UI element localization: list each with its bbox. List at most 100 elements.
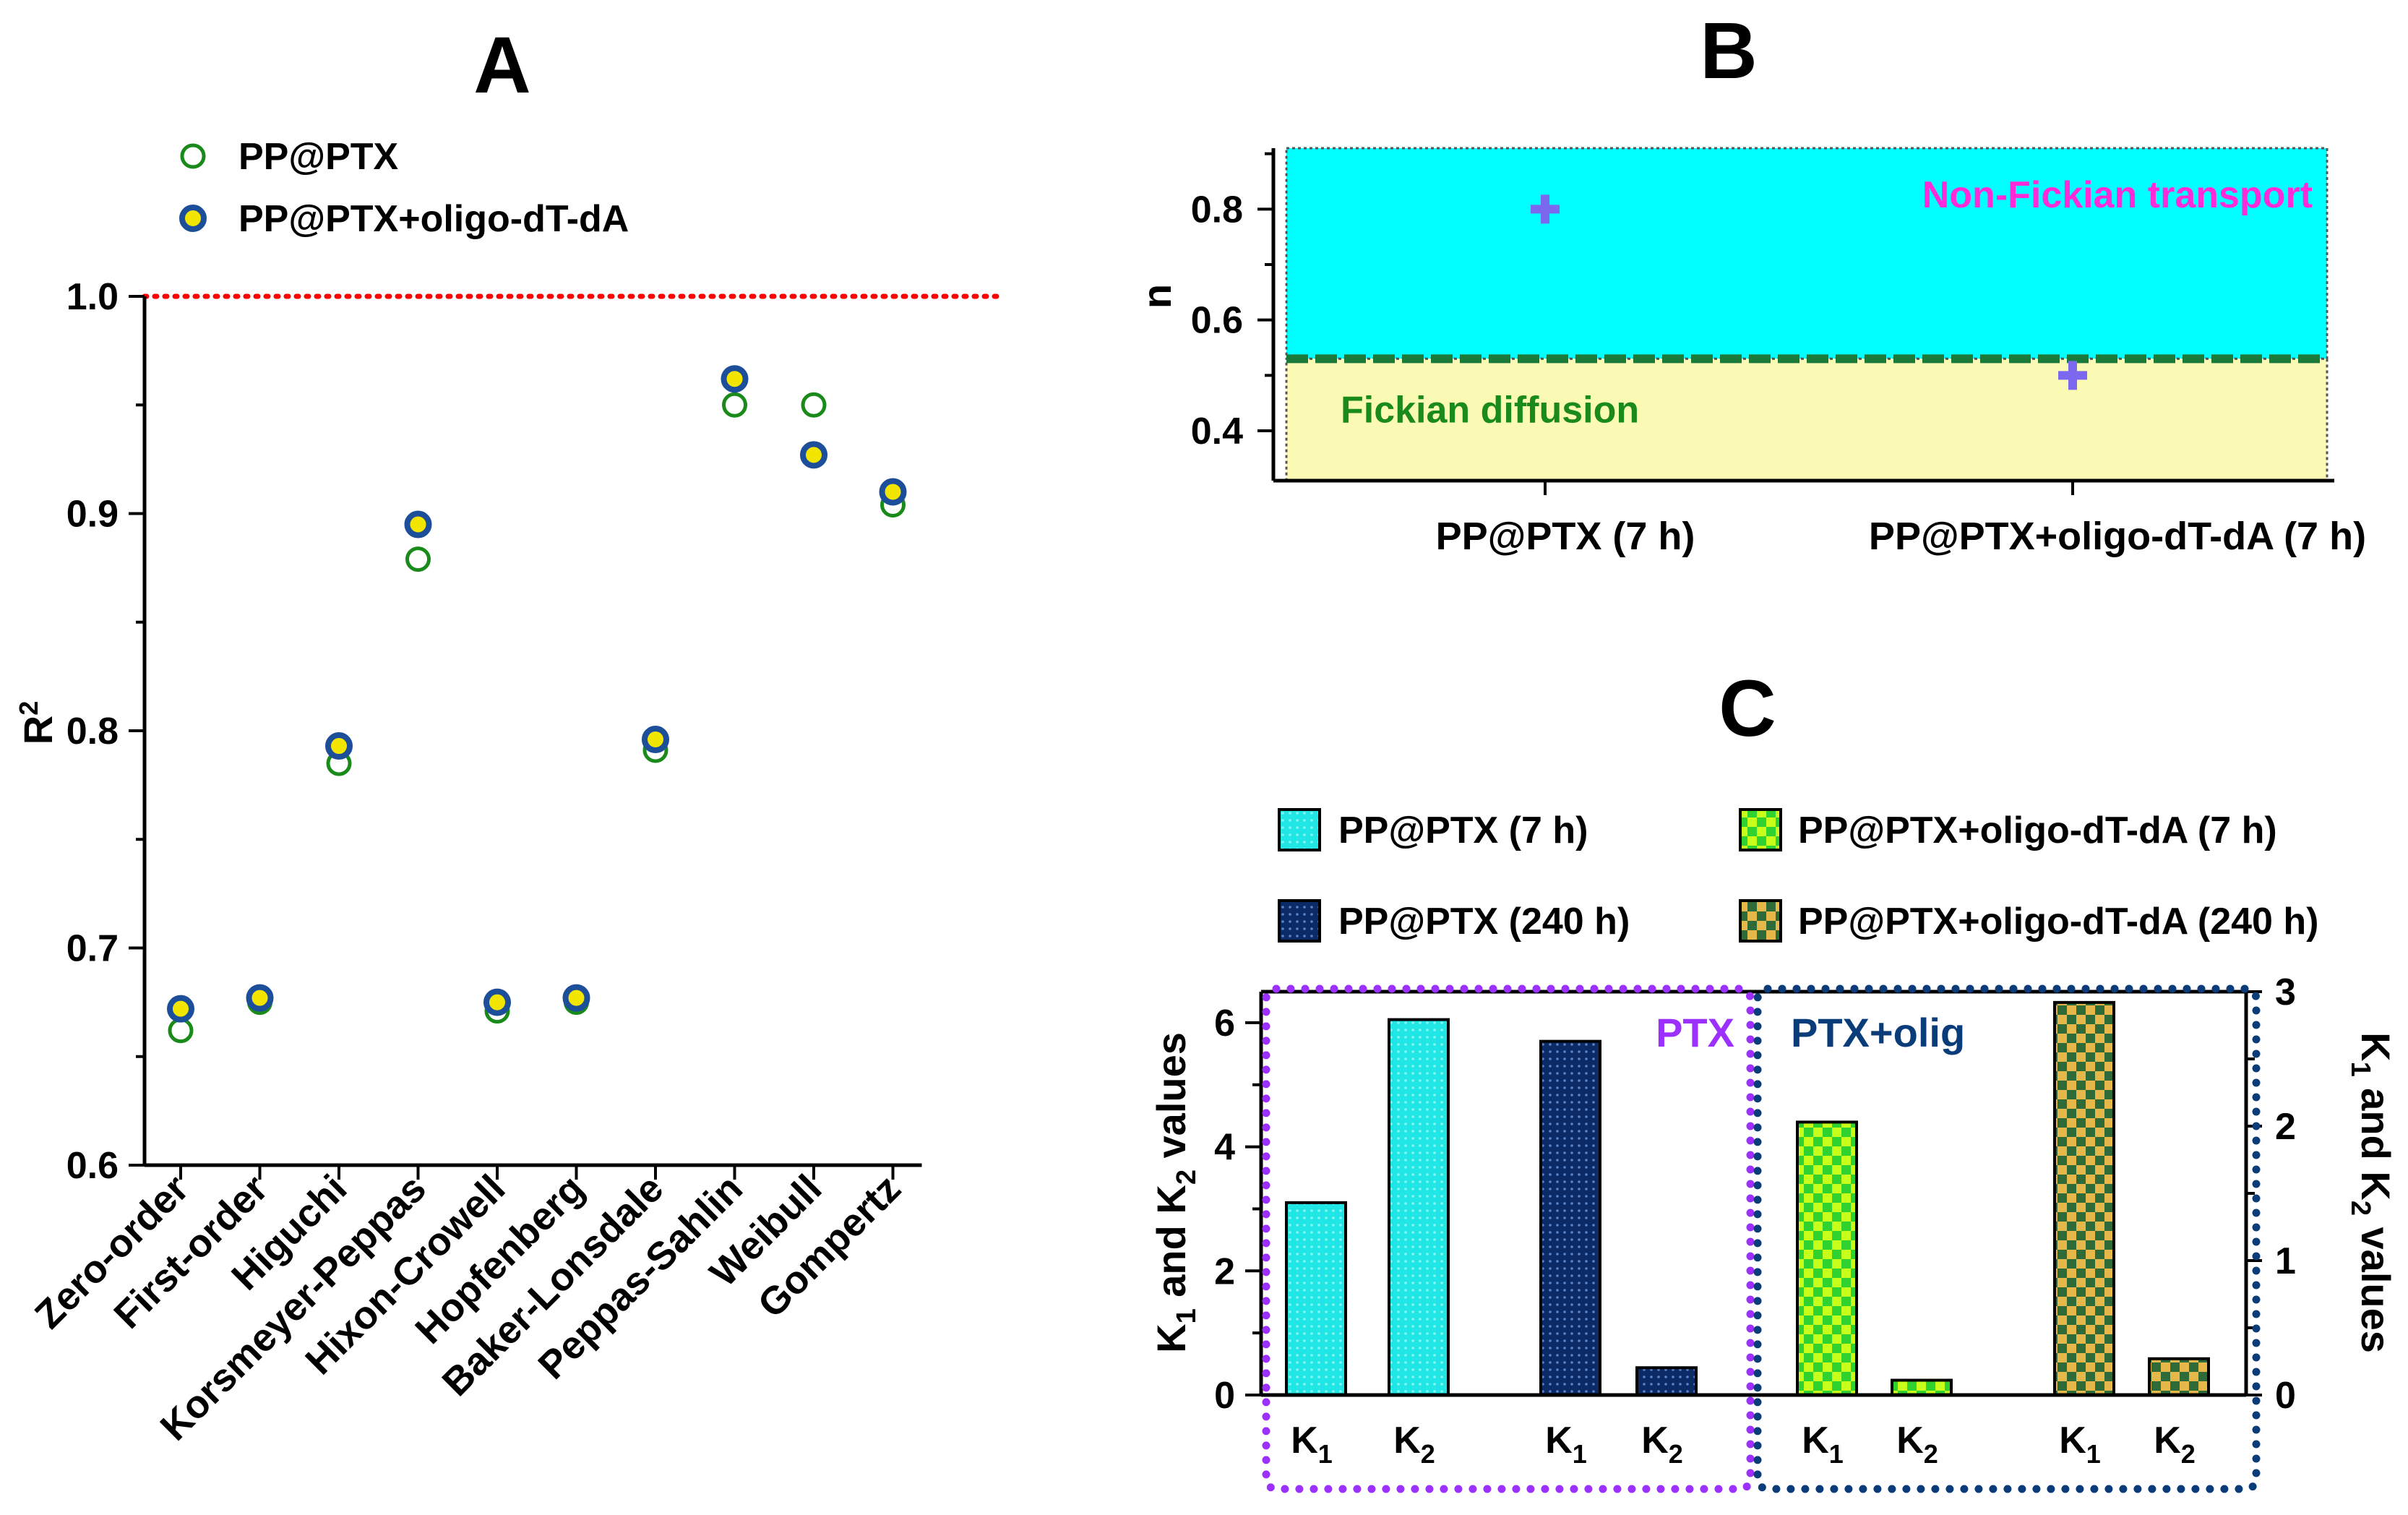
ptx-group-label: PTX (1656, 1010, 1734, 1055)
ptx-olig-group-label: PTX+olig (1791, 1010, 1965, 1055)
bar-label-letter: K (2154, 1420, 2181, 1462)
point-pp-ptx-oligo-higuchi (325, 732, 353, 760)
panel-c-right-tick-label: 0 (2275, 1375, 2296, 1417)
bar-label-k1: K1 (1802, 1420, 1844, 1469)
panel-a-y-axis-title-sup: 2 (14, 701, 43, 716)
bar-label-letter: K (1393, 1420, 1421, 1462)
panel-b-y-axis-title: n (1134, 284, 1179, 309)
axis-title-subscript: 1 (1171, 1308, 1202, 1323)
bar-label-k2: K2 (2154, 1420, 2196, 1469)
panel-b-title: B (1700, 7, 1757, 95)
bar-label-letter: K (1641, 1420, 1669, 1462)
x-label-pp-ptx-oligo-dt-da-7-h: PP@PTX+oligo-dT-dA (7 h) (1869, 515, 2366, 558)
legend-swatch-oligo-7h (1739, 808, 1782, 851)
panel-a-legend: PP@PTX PP@PTX+oligo-dT-dA (179, 136, 629, 240)
bar-label-subscript: 2 (2181, 1439, 2196, 1469)
axis-title-subscript: 2 (1171, 1169, 1202, 1185)
axis-title-subscript: 2 (2345, 1201, 2375, 1216)
panel-a-y-tick-label: 1.0 (66, 276, 119, 318)
panel-c-right-axis-title: K1 and K2 values (2345, 1032, 2399, 1353)
bar-label-k2: K2 (1896, 1420, 1938, 1469)
point-pp-ptx-oligo-gompertz (879, 478, 907, 506)
n-marker-pp-ptx-oligo-dt-da-7-h (2058, 361, 2087, 390)
bar-label-k1: K1 (2059, 1420, 2101, 1469)
point-pp-ptx-oligo-weibull (800, 441, 827, 469)
panel-b: B Non-Fickian transport Fickian diffusio… (1134, 7, 2366, 558)
legend-open-circle-marker (180, 143, 206, 169)
point-pp-ptx-oligo-peppas-sahlin (721, 365, 749, 393)
panel-a-y-tick-label: 0.6 (66, 1145, 119, 1187)
point-pp-ptx-oligo-baker-lonsdale (642, 726, 669, 754)
panel-a-y-tick-label: 0.9 (66, 494, 119, 536)
legend-label-pp-ptx-240h: PP@PTX (240 h) (1338, 901, 1630, 943)
bar-pp-ptx-oligo-dt-da-7-h-k1 (1796, 1120, 1858, 1397)
fickian-label: Fickian diffusion (1341, 389, 1639, 431)
bar-label-k2: K2 (1641, 1420, 1683, 1469)
bar-pp-ptx-oligo-dt-da-240-h-k2 (2148, 1357, 2210, 1397)
fickian-region (1285, 357, 2329, 482)
bar-label-subscript: 2 (1924, 1439, 1938, 1469)
legend-filled-circle-marker (179, 205, 207, 232)
axis-title-part: K (2353, 1032, 2399, 1061)
non-fickian-label: Non-Fickian transport (1922, 174, 2313, 216)
axis-title-part: values (2353, 1216, 2399, 1353)
point-pp-ptx-oligo-zero-order (167, 995, 194, 1023)
bar-pp-ptx-7-h-k2 (1388, 1018, 1450, 1396)
bar-label-letter: K (1291, 1420, 1318, 1462)
bar-label-subscript: 2 (1669, 1439, 1683, 1469)
bar-label-k2: K2 (1393, 1420, 1435, 1469)
point-pp-ptx-korsmeyer-peppas (405, 546, 431, 572)
panel-c-legend: PP@PTX (7 h) PP@PTX (240 h) PP@PTX+oligo… (1278, 808, 2318, 943)
axis-title-part: and K (1148, 1185, 1194, 1308)
legend-label-pp-ptx-7h: PP@PTX (7 h) (1338, 810, 1588, 851)
legend-swatch-oligo-240h (1739, 899, 1782, 943)
panel-a-y-tick-label: 0.7 (66, 928, 119, 970)
panel-a-y-axis-title-base: R (15, 716, 61, 744)
x-label-pp-ptx-7-h: PP@PTX (7 h) (1436, 515, 1695, 558)
point-pp-ptx-zero-order (168, 1018, 194, 1044)
bar-label-letter: K (1802, 1420, 1829, 1462)
panel-a-y-tick-label: 0.8 (66, 711, 119, 752)
point-pp-ptx-oligo-hixon-crowell (483, 988, 511, 1016)
axis-title-part: K (1148, 1323, 1194, 1352)
bar-label-letter: K (1545, 1420, 1573, 1462)
panel-b-y-tick-label: 0.6 (1191, 300, 1243, 342)
bar-pp-ptx-oligo-dt-da-240-h-k1 (2053, 1000, 2115, 1396)
panel-c-right-tick-label: 3 (2275, 971, 2296, 1013)
panel-a-y-axis-title: R2 (14, 701, 61, 744)
axis-title-part: values (1148, 1032, 1194, 1169)
ptx-olig-group-box (1753, 984, 2261, 1493)
legend-swatch-pp-ptx-7h (1278, 808, 1321, 851)
axis-title-part: and K (2353, 1077, 2399, 1201)
bar-label-subscript: 1 (1318, 1439, 1333, 1469)
point-pp-ptx-oligo-hopfenberg (562, 984, 590, 1012)
point-pp-ptx-peppas-sahlin (722, 392, 747, 418)
panel-c-left-tick-label: 6 (1214, 1003, 1235, 1044)
point-pp-ptx-weibull (801, 392, 827, 418)
legend-label-pp-ptx-oligo: PP@PTX+oligo-dT-dA (238, 198, 629, 240)
panel-c-right-tick-label: 1 (2275, 1240, 2296, 1282)
bar-pp-ptx-240-h-k2 (1635, 1366, 1698, 1396)
bar-label-subscript: 2 (1421, 1439, 1435, 1469)
bar-label-subscript: 1 (1573, 1439, 1587, 1469)
legend-swatch-pp-ptx-240h (1278, 899, 1321, 943)
point-pp-ptx-oligo-first-order (246, 984, 274, 1012)
panel-b-y-tick-label: 0.8 (1191, 189, 1243, 231)
panel-c-left-tick-label: 2 (1214, 1250, 1235, 1292)
bar-label-letter: K (2059, 1420, 2086, 1462)
panel-c-left-tick-label: 4 (1214, 1127, 1235, 1169)
bar-pp-ptx-7-h-k1 (1285, 1201, 1347, 1397)
bar-pp-ptx-240-h-k1 (1539, 1039, 1601, 1396)
panel-c-title: C (1719, 664, 1776, 753)
bar-label-subscript: 1 (2086, 1439, 2101, 1469)
bar-label-letter: K (1896, 1420, 1924, 1462)
panel-c: C PP@PTX (7 h) PP@PTX (240 h) PP@PTX+oli… (1148, 664, 2399, 1493)
bar-label-subscript: 1 (1829, 1439, 1844, 1469)
axis-title-subscript: 1 (2345, 1062, 2375, 1077)
point-pp-ptx-oligo-korsmeyer-peppas (404, 510, 432, 538)
legend-label-oligo-7h: PP@PTX+oligo-dT-dA (7 h) (1798, 810, 2277, 851)
panel-a: A PP@PTX PP@PTX+oligo-dT-dA R2 0.6 0.7 0.8… (14, 21, 1007, 1449)
bar-label-k1: K1 (1545, 1420, 1587, 1469)
panel-b-y-tick-label: 0.4 (1191, 411, 1243, 452)
